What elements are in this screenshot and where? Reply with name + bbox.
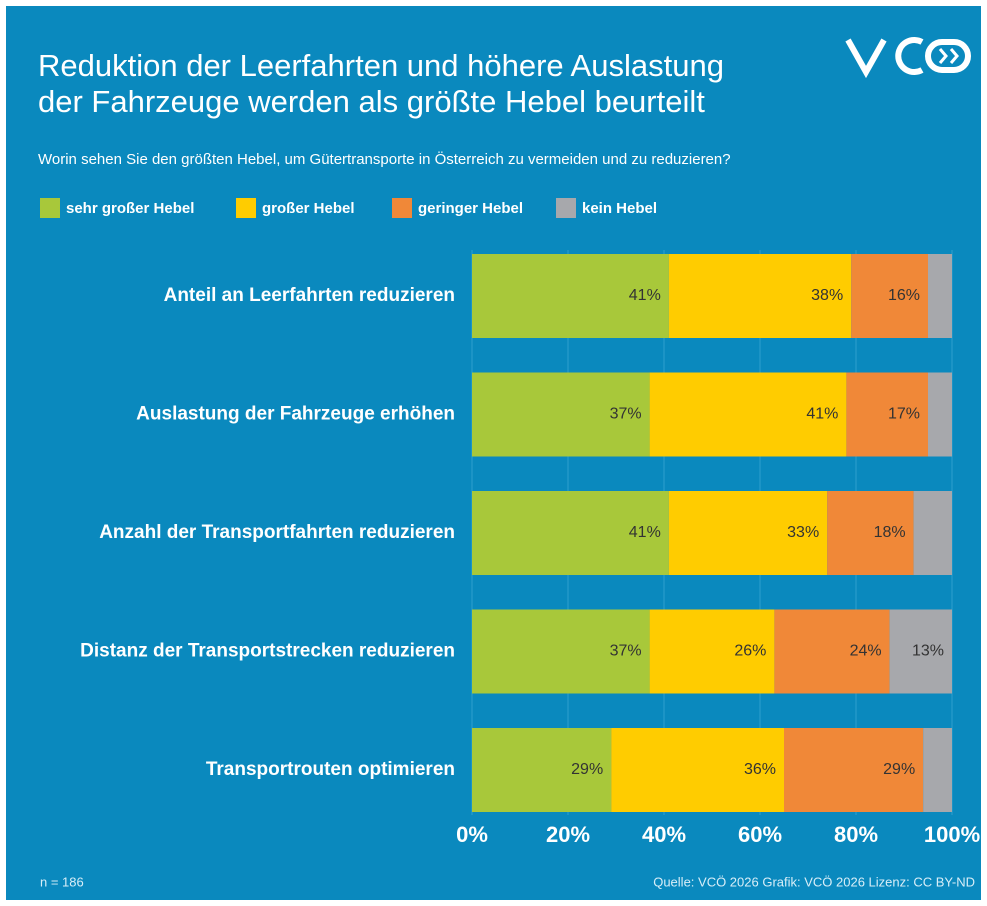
category-label: Distanz der Transportstrecken reduzieren: [80, 641, 455, 662]
chart-title: der Fahrzeuge werden als größte Hebel be…: [38, 84, 705, 119]
value-label: 18%: [874, 524, 906, 541]
legend-label: großer Hebel: [262, 200, 355, 217]
category-label: Anteil an Leerfahrten reduzieren: [164, 285, 455, 306]
bar-segment: [472, 728, 612, 812]
bar-segment: [928, 372, 952, 457]
bar-segment: [851, 254, 928, 338]
legend-swatch: [236, 198, 256, 218]
category-label: Anzahl der Transportfahrten reduzieren: [99, 522, 455, 543]
bar-segment: [472, 372, 650, 457]
value-label: 16%: [888, 287, 920, 304]
source: Quelle: VCÖ 2026 Grafik: VCÖ 2026 Lizenz…: [653, 874, 975, 889]
legend-swatch: [392, 198, 412, 218]
value-label: 41%: [806, 406, 838, 423]
x-tick-label: 40%: [642, 822, 686, 847]
bar-segment: [913, 491, 952, 575]
bar-segment: [472, 254, 669, 338]
x-tick-label: 100%: [924, 822, 980, 847]
value-label: 26%: [734, 643, 766, 660]
bar-segment: [846, 372, 928, 457]
bar-segment: [668, 491, 828, 575]
note: n = 186: [40, 874, 84, 889]
bar-segment: [774, 609, 890, 694]
value-label: 29%: [883, 761, 915, 778]
legend-label: kein Hebel: [582, 200, 657, 217]
category-label: Auslastung der Fahrzeuge erhöhen: [136, 404, 455, 425]
bar-segment: [923, 728, 952, 812]
logo: [845, 37, 971, 79]
bar-segment: [668, 254, 852, 338]
legend-label: geringer Hebel: [418, 200, 523, 217]
chart-subtitle: Worin sehen Sie den größten Hebel, um Gü…: [38, 150, 731, 168]
legend-swatch: [40, 198, 60, 218]
bar-segment: [827, 491, 914, 575]
value-label: 37%: [610, 643, 642, 660]
value-label: 33%: [787, 524, 819, 541]
bar-segment: [784, 728, 924, 812]
value-label: 37%: [610, 406, 642, 423]
value-label: 24%: [850, 643, 882, 660]
bar-segment: [472, 491, 669, 575]
x-tick-label: 60%: [738, 822, 782, 847]
bar-segment: [928, 254, 952, 338]
bar-segment: [472, 609, 650, 694]
bar-segment: [611, 728, 784, 812]
value-label: 29%: [571, 761, 603, 778]
chart-title: Reduktion der Leerfahrten und höhere Aus…: [38, 48, 724, 83]
x-tick-label: 80%: [834, 822, 878, 847]
legend-swatch: [556, 198, 576, 218]
category-label: Transportrouten optimieren: [206, 759, 455, 780]
value-label: 13%: [912, 643, 944, 660]
legend-label: sehr großer Hebel: [66, 200, 194, 217]
x-tick-label: 0%: [456, 822, 488, 847]
value-label: 38%: [811, 287, 843, 304]
x-tick-label: 20%: [546, 822, 590, 847]
value-label: 17%: [888, 406, 920, 423]
bar-segment: [649, 609, 775, 694]
bar-segment: [889, 609, 952, 694]
value-label: 41%: [629, 287, 661, 304]
value-label: 41%: [629, 524, 661, 541]
value-label: 36%: [744, 761, 776, 778]
bar-segment: [649, 372, 847, 457]
